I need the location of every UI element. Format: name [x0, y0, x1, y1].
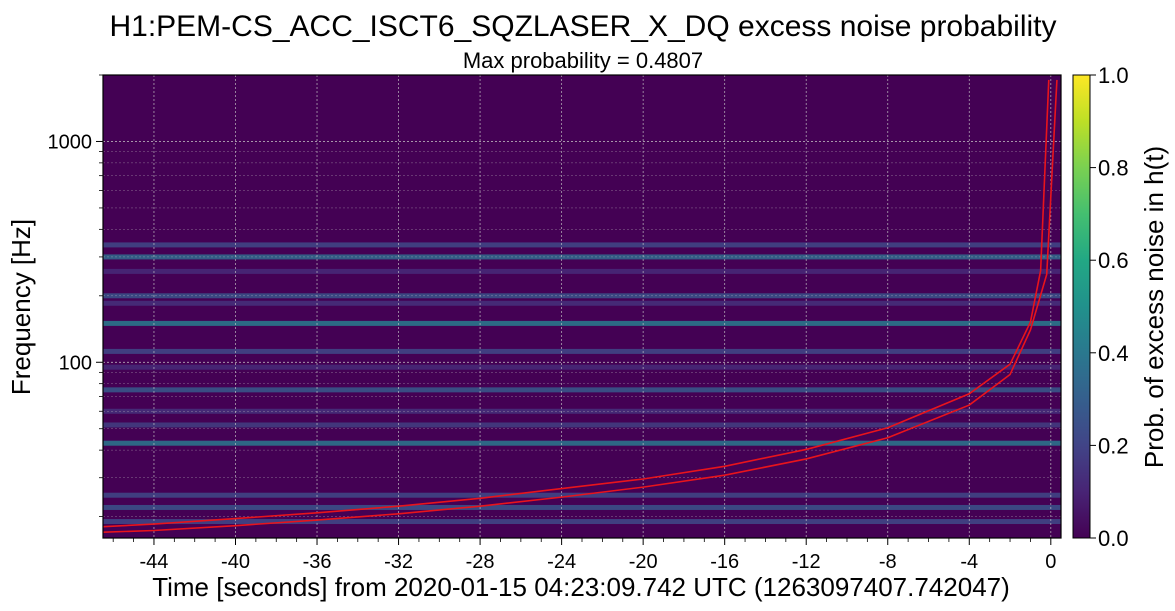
- x-tick-label: -44: [140, 551, 169, 573]
- colorbar-tick-label: 0.6: [1098, 248, 1129, 273]
- x-tick-label: -28: [466, 551, 495, 573]
- chirp-track: [103, 79, 1058, 533]
- frequency-band: [103, 440, 1061, 446]
- x-tick-label: -24: [547, 551, 576, 573]
- frequency-band: [103, 242, 1061, 248]
- x-tick-label: -36: [303, 551, 332, 573]
- colorbar-tick-label: 0.8: [1098, 156, 1129, 181]
- colorbar-tick-label: 0.0: [1098, 526, 1129, 551]
- chirp-track: [103, 79, 1050, 528]
- colorbar-label: Prob. of excess noise in h(t): [1139, 146, 1169, 468]
- x-tick-label: 0: [1045, 551, 1056, 573]
- x-tick-label: -8: [879, 551, 897, 573]
- colorbar-axis: 0.0 0.2 0.4 0.6 0.8 1.0: [1090, 63, 1129, 551]
- frequency-band: [103, 293, 1061, 299]
- x-tick-label: -12: [792, 551, 821, 573]
- chart-subtitle: Max probability = 0.4807: [463, 48, 703, 73]
- y-tick-label: 100: [59, 352, 92, 374]
- chart-title: H1:PEM-CS_ACC_ISCT6_SQZLASER_X_DQ excess…: [109, 10, 1056, 43]
- colorbar: [1072, 74, 1091, 539]
- x-tick-label: -16: [710, 551, 739, 573]
- x-tick-label: -20: [629, 551, 658, 573]
- frequency-band: [103, 254, 1061, 260]
- frequency-band: [103, 364, 1061, 370]
- x-tick-label: -40: [221, 551, 250, 573]
- plot-background: [103, 75, 1061, 538]
- colorbar-tick-label: 0.4: [1098, 341, 1129, 366]
- y-axis: 100 1000: [48, 74, 103, 518]
- x-tick-label: -32: [384, 551, 413, 573]
- x-axis-label: Time [seconds] from 2020-01-15 04:23:09.…: [152, 572, 1010, 602]
- colorbar-tick-label: 1.0: [1098, 63, 1129, 88]
- frequency-band: [103, 519, 1061, 525]
- frequency-band: [103, 408, 1061, 414]
- y-axis-label: Frequency [Hz]: [6, 219, 36, 395]
- frequency-band: [103, 422, 1061, 428]
- frequency-band: [103, 320, 1061, 326]
- y-tick-label: 1000: [48, 131, 93, 153]
- frequency-band: [103, 348, 1061, 354]
- x-tick-label: -4: [960, 551, 978, 573]
- frequency-band: [103, 268, 1061, 274]
- x-axis: -44 -40 -36 -32 -28 -24 -20 -16 -12 -8 -4 0: [112, 538, 1056, 573]
- chirp-tracks: [103, 79, 1058, 533]
- frequency-band: [103, 387, 1061, 393]
- colorbar-tick-label: 0.2: [1098, 433, 1129, 458]
- frequency-band: [103, 504, 1061, 510]
- grid: [103, 74, 1061, 538]
- frequency-band: [103, 300, 1061, 306]
